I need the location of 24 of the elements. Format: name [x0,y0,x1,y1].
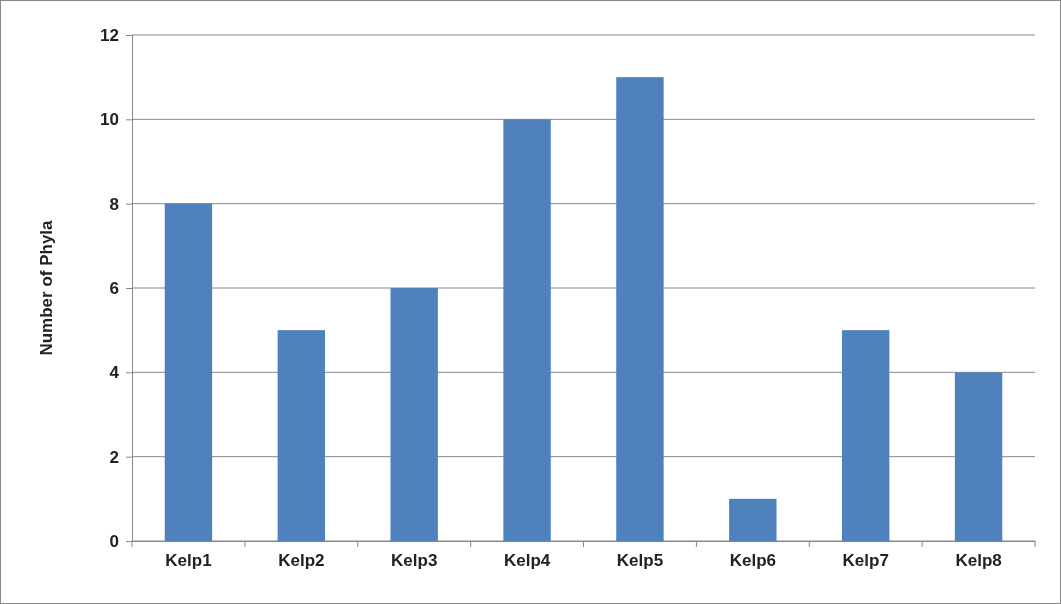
bar [616,77,664,541]
x-tick-label: Kelp4 [503,551,551,571]
y-tick-label: 10 [100,110,119,130]
y-tick-label: 2 [109,447,119,467]
x-tick-label: Kelp2 [278,551,325,571]
y-tick-label: 0 [109,531,119,551]
y-tick-label: 4 [109,363,120,383]
x-tick-label: Kelp8 [955,551,1002,571]
x-tick-label: Kelp7 [842,551,889,571]
bar [277,330,326,541]
bar [503,119,551,541]
x-tick-label: Kelp1 [165,551,212,571]
y-tick-label: 8 [109,194,119,214]
bar [729,498,777,541]
bar [841,330,890,541]
y-axis-title: Number of Phyla [37,219,56,356]
y-tick-label: 6 [109,278,119,298]
x-tick-label: Kelp5 [616,551,664,571]
x-tick-label: Kelp6 [729,551,776,571]
y-tick-label: 12 [100,25,119,45]
bar [954,372,1003,541]
bar [390,288,438,541]
bar [164,203,213,541]
x-tick-label: Kelp3 [391,551,438,571]
